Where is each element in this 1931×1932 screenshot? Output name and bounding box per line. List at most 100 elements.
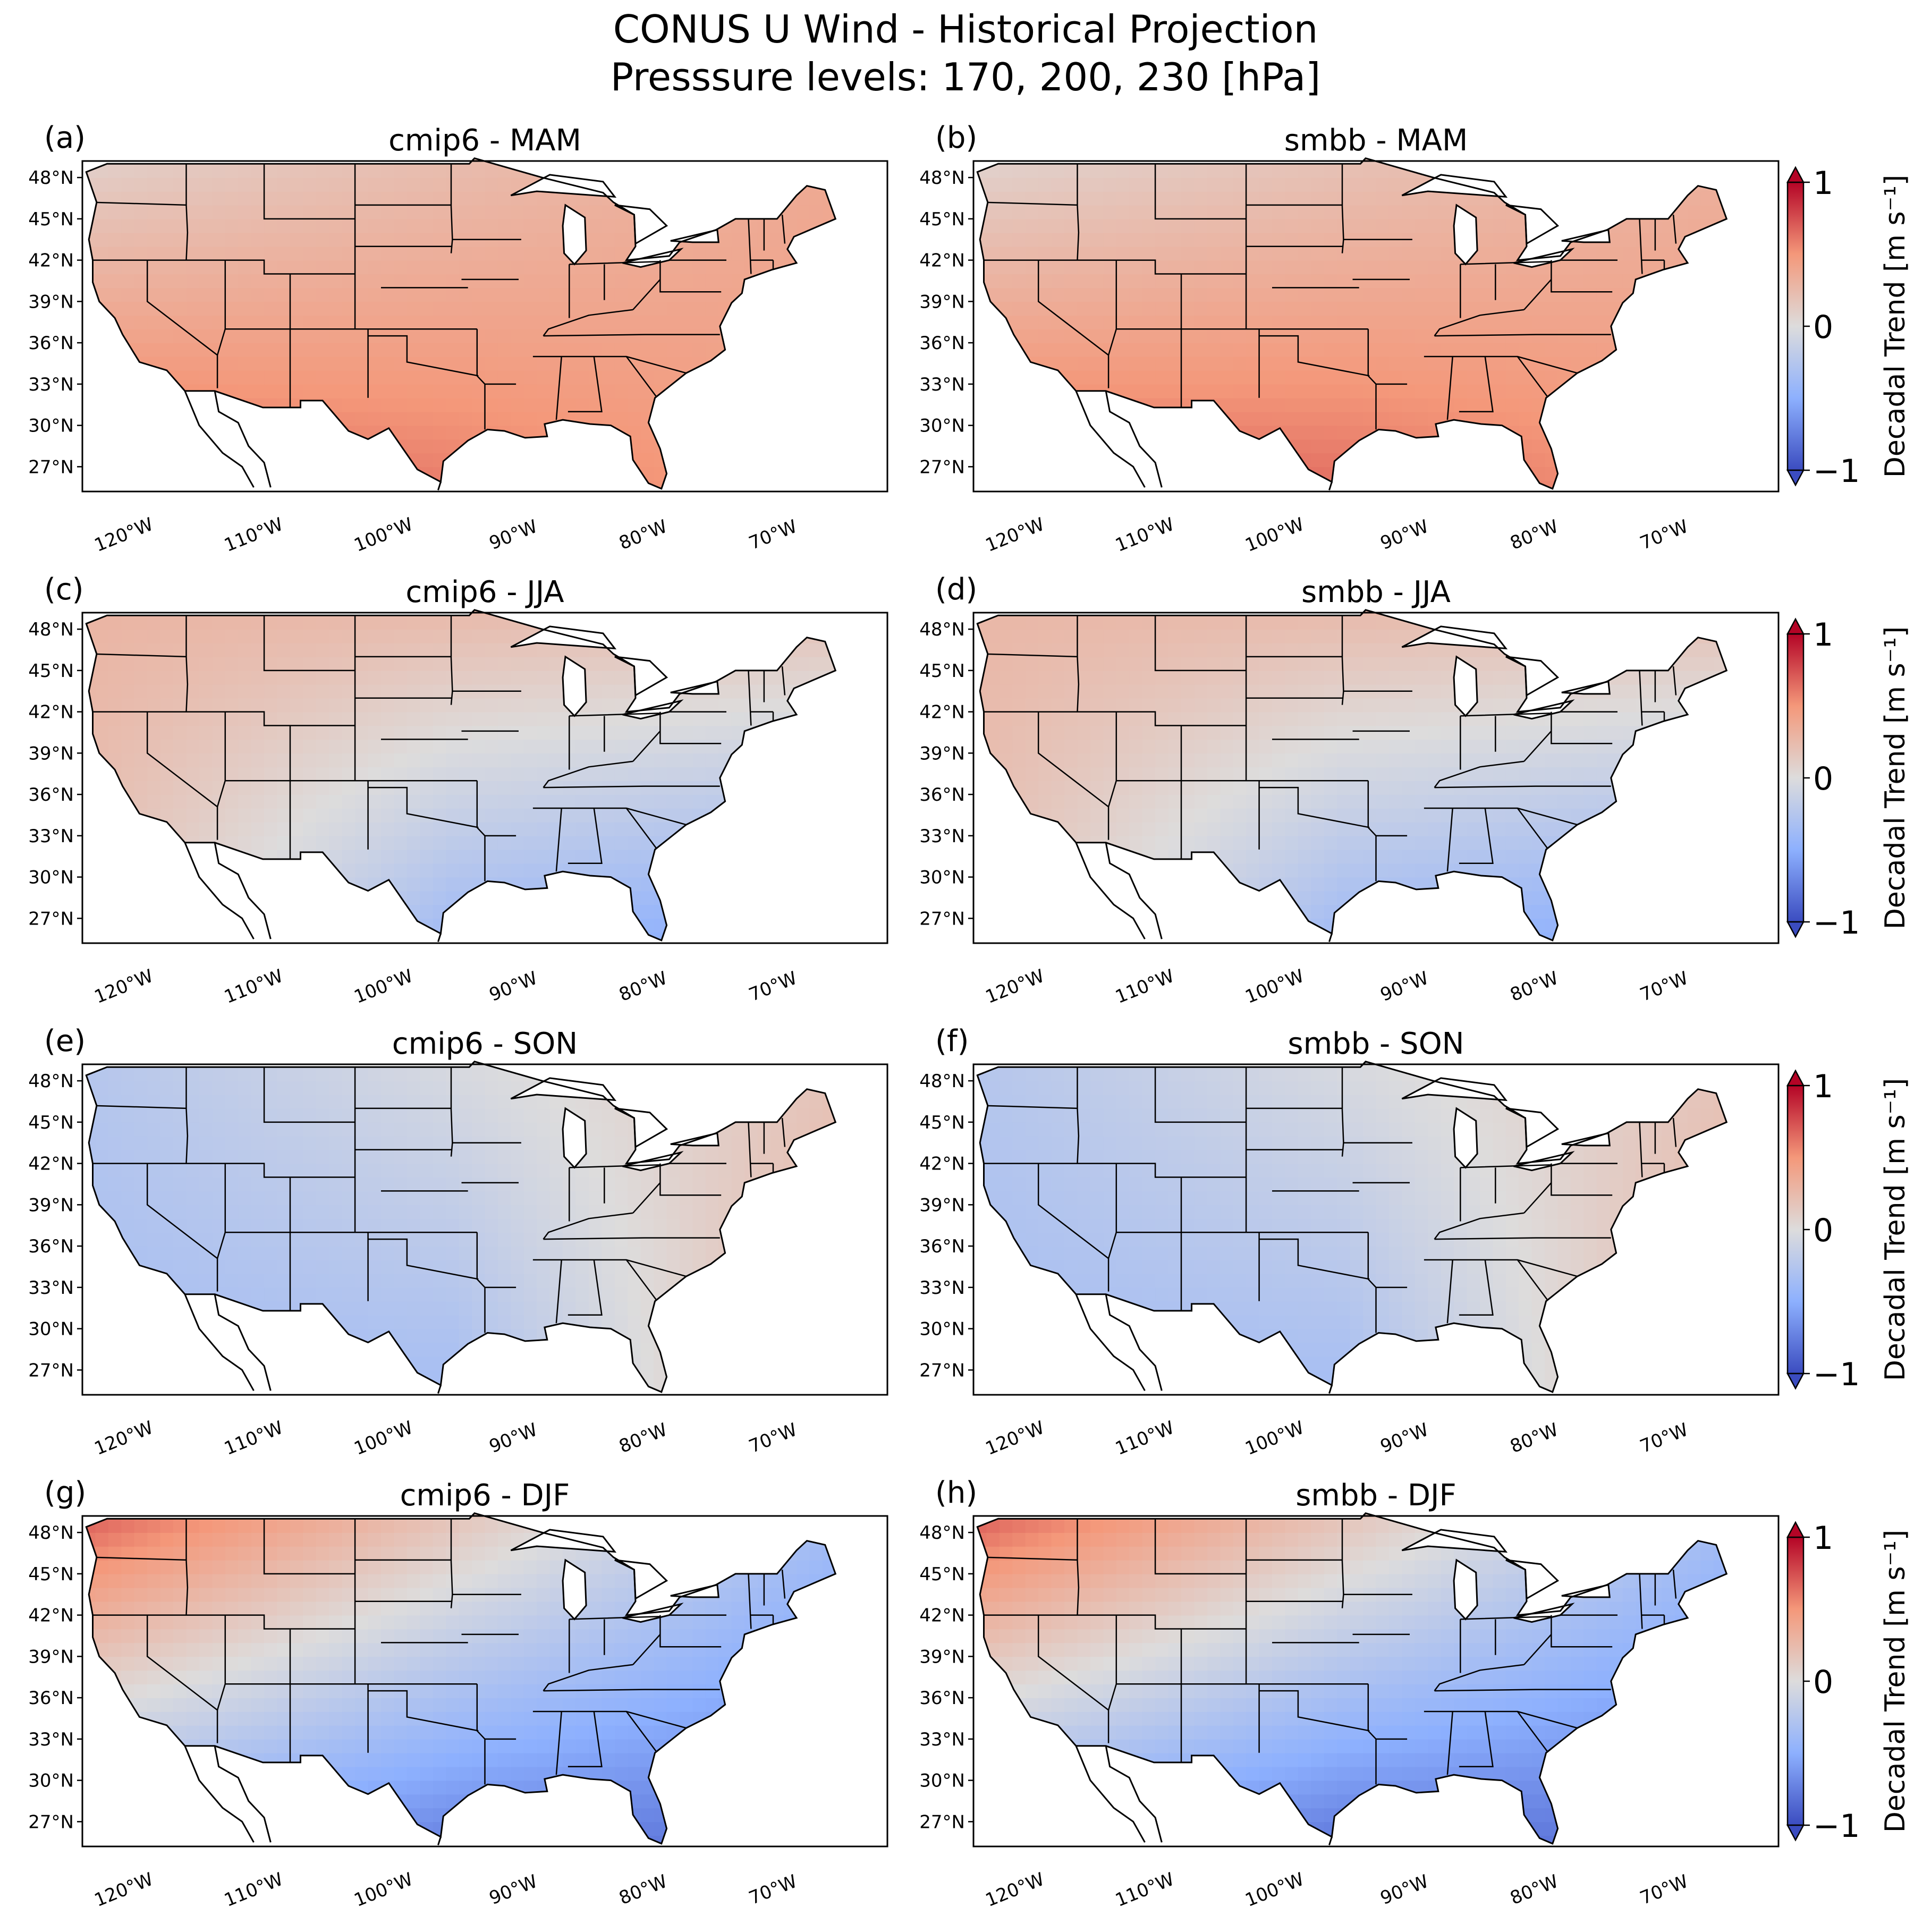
grid-cell	[381, 711, 395, 726]
grid-cell	[1648, 357, 1662, 371]
grid-cell	[640, 177, 654, 192]
grid-cell	[731, 205, 745, 219]
grid-cell	[1571, 411, 1585, 426]
grid-cell	[718, 274, 732, 289]
grid-cell	[1545, 357, 1559, 371]
grid-cell	[316, 808, 329, 823]
grid-cell	[835, 794, 849, 809]
grid-cell	[1441, 232, 1454, 247]
grid-cell	[680, 835, 693, 850]
grid-cell	[628, 891, 641, 905]
grid-cell	[692, 274, 706, 289]
grid-cell	[264, 191, 278, 206]
grid-cell	[718, 643, 732, 657]
grid-cell	[134, 411, 148, 426]
grid-cell	[1376, 480, 1390, 489]
grid-cell	[459, 698, 472, 713]
grid-cell	[497, 918, 512, 933]
grid-cell	[381, 656, 395, 671]
grid-cell	[459, 453, 472, 468]
grid-cell	[770, 357, 784, 371]
grid-cell	[1064, 821, 1078, 836]
grid-cell	[186, 246, 200, 261]
grid-cell	[1454, 357, 1468, 371]
grid-cell	[1051, 725, 1065, 740]
grid-cell	[1713, 411, 1727, 426]
grid-cell	[977, 287, 987, 302]
grid-cell	[849, 439, 862, 454]
grid-cell	[1557, 205, 1571, 219]
grid-cell	[511, 698, 524, 713]
grid-cell	[575, 849, 589, 864]
grid-cell	[186, 629, 200, 643]
grid-cell	[485, 329, 498, 343]
grid-cell	[251, 643, 265, 657]
grid-cell	[1388, 439, 1403, 454]
grid-cell	[718, 918, 732, 933]
grid-cell	[589, 370, 603, 385]
grid-cell	[251, 725, 265, 740]
grid-cell	[1051, 711, 1065, 726]
grid-cell	[666, 467, 680, 481]
grid-cell	[1207, 439, 1221, 454]
grid-cell	[1012, 384, 1026, 399]
lat-tick-label: 27°N	[28, 908, 74, 929]
grid-cell	[264, 218, 278, 233]
grid-cell	[1155, 384, 1169, 399]
grid-cell	[1103, 932, 1117, 940]
grid-cell	[770, 218, 784, 233]
grid-cell	[1194, 274, 1208, 289]
grid-cell	[822, 609, 836, 616]
grid-cell	[1596, 164, 1611, 178]
grid-cell	[433, 164, 446, 178]
grid-cell	[770, 274, 784, 289]
grid-cell	[1596, 384, 1611, 399]
grid-cell	[783, 794, 797, 809]
grid-cell	[1740, 412, 1753, 426]
grid-cell	[875, 739, 888, 753]
grid-cell	[770, 725, 784, 740]
grid-cell	[342, 835, 355, 850]
grid-cell	[225, 205, 239, 219]
grid-cell	[1311, 246, 1325, 261]
grid-cell	[1116, 191, 1130, 206]
grid-cell	[173, 260, 187, 275]
grid-cell	[147, 739, 161, 754]
grid-cell	[173, 370, 187, 385]
grid-cell	[277, 480, 291, 489]
grid-cell	[459, 467, 472, 481]
grid-cell	[238, 370, 252, 385]
grid-cell	[875, 850, 888, 864]
grid-cell	[1324, 329, 1337, 343]
grid-cell	[757, 301, 771, 316]
grid-cell	[160, 246, 174, 261]
state-borders	[92, 615, 786, 882]
grid-cell	[1531, 274, 1545, 289]
grid-cell	[1713, 158, 1727, 164]
grid-cell	[1363, 315, 1377, 329]
grid-cell	[446, 425, 460, 440]
grid-cell	[977, 739, 987, 754]
grid-cell	[277, 711, 291, 726]
grid-cell	[86, 835, 96, 850]
grid-cell	[1688, 274, 1701, 289]
grid-cell	[1090, 670, 1104, 685]
grid-cell	[1713, 425, 1727, 440]
grid-cell	[1557, 287, 1571, 302]
grid-cell	[1155, 329, 1169, 343]
grid-cell	[705, 480, 719, 489]
grid-cell	[1505, 384, 1520, 399]
grid-cell	[757, 329, 771, 343]
grid-cell	[394, 287, 408, 302]
grid-cell	[1557, 218, 1571, 233]
grid-cell	[861, 191, 875, 206]
grid-cell	[835, 863, 849, 878]
grid-cell	[1051, 629, 1065, 643]
grid-cell	[1038, 480, 1052, 489]
grid-cell	[849, 287, 862, 302]
grid-cell	[692, 370, 706, 385]
grid-cell	[95, 670, 109, 685]
grid-cell	[134, 877, 148, 892]
grid-cell	[368, 643, 382, 657]
grid-cell	[1077, 287, 1091, 302]
